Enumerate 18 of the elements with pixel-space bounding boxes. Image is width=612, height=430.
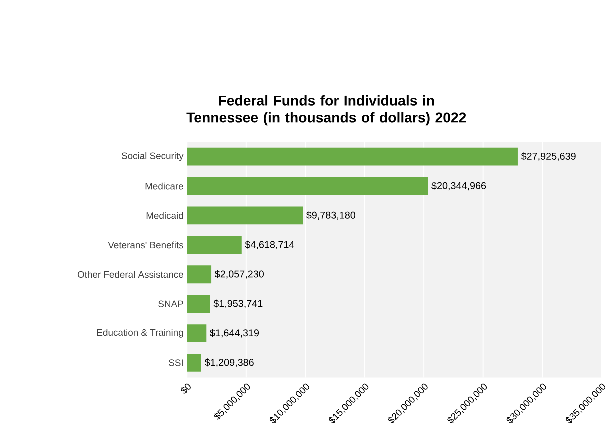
x-tick-label: $0 xyxy=(181,384,191,394)
data-label: $27,925,639 xyxy=(521,152,576,162)
data-label: $2,057,230 xyxy=(214,270,264,280)
y-tick-label: Education & Training xyxy=(97,329,184,338)
data-label: $1,953,741 xyxy=(214,300,263,309)
data-label: $4,618,714 xyxy=(245,241,294,250)
y-tick-label: Other Federal Assistance xyxy=(78,271,184,278)
y-tick-label: Social Security xyxy=(122,152,184,162)
y-tick-label: SSI xyxy=(169,360,183,366)
y-tick-label: SNAP xyxy=(158,300,184,308)
y-tick-label: Medicare xyxy=(146,182,184,190)
data-label: $1,209,386 xyxy=(204,358,254,368)
data-label: $9,783,180 xyxy=(306,212,356,220)
chart-title: Federal Funds for Individuals in Tennessee (in thousands of dollars) 2022 xyxy=(186,96,466,126)
y-tick-label: Veterans' Benefits xyxy=(108,242,184,249)
data-label: $1,644,319 xyxy=(210,329,260,338)
y-tick-label: Medicaid xyxy=(146,212,184,220)
data-label: $20,344,966 xyxy=(432,182,486,191)
